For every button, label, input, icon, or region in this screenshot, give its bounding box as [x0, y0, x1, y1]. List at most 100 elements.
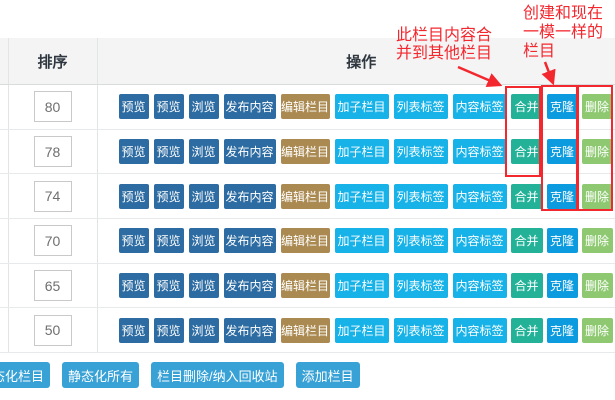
publish-content-button[interactable]: 发布内容 [223, 139, 276, 165]
add-subcategory-button[interactable]: 加子栏目 [334, 228, 389, 254]
sort-input[interactable] [33, 180, 72, 212]
row-left-cell [0, 307, 9, 354]
column-header-actions: 操作 [97, 38, 615, 85]
delete-button[interactable]: 删除 [581, 317, 613, 343]
preview-button[interactable]: 预览 [153, 317, 184, 343]
sort-cell [8, 263, 98, 309]
delete-button[interactable]: 删除 [581, 183, 613, 209]
sort-input[interactable] [33, 225, 72, 257]
edit-category-button[interactable]: 编辑栏目 [280, 273, 330, 299]
preview-button[interactable]: 预览 [118, 139, 149, 165]
edit-category-button[interactable]: 编辑栏目 [280, 183, 330, 209]
edit-category-button[interactable]: 编辑栏目 [280, 94, 330, 120]
list-tags-button[interactable]: 列表标签 [393, 273, 448, 299]
actions-cell: 预览 预览 浏览 发布内容 编辑栏目 加子栏目 列表标签 内容标签 合并 克隆 删除 [97, 263, 615, 309]
row-left-cell [0, 173, 9, 220]
actions-cell: 预览 预览 浏览 发布内容 编辑栏目 加子栏目 列表标签 内容标签 合并 克隆 删除 [97, 173, 615, 220]
sort-input[interactable] [33, 270, 72, 302]
content-tags-button[interactable]: 内容标签 [452, 94, 507, 120]
row-left-cell [0, 129, 9, 175]
delete-button[interactable]: 删除 [581, 273, 613, 299]
browse-button[interactable]: 浏览 [188, 228, 219, 254]
merge-button[interactable]: 合并 [510, 317, 543, 343]
content-tags-button[interactable]: 内容标签 [452, 228, 507, 254]
sort-cell [8, 218, 98, 264]
actions-cell: 预览 预览 浏览 发布内容 编辑栏目 加子栏目 列表标签 内容标签 合并 克隆 删除 [97, 84, 615, 130]
preview-button[interactable]: 预览 [118, 94, 149, 120]
merge-button[interactable]: 合并 [510, 273, 543, 299]
delete-button[interactable]: 删除 [581, 228, 613, 254]
row-left-cell [0, 263, 9, 309]
add-subcategory-button[interactable]: 加子栏目 [334, 273, 389, 299]
edit-category-button[interactable]: 编辑栏目 [280, 228, 330, 254]
add-category-button[interactable]: 添加栏目 [295, 362, 360, 388]
browse-button[interactable]: 浏览 [188, 139, 219, 165]
preview-button[interactable]: 预览 [153, 94, 184, 120]
actions-cell: 预览 预览 浏览 发布内容 编辑栏目 加子栏目 列表标签 内容标签 合并 克隆 删除 [97, 218, 615, 264]
content-tags-button[interactable]: 内容标签 [452, 273, 507, 299]
sort-input[interactable] [33, 314, 72, 346]
content-tags-button[interactable]: 内容标签 [452, 183, 507, 209]
actions-cell: 预览 预览 浏览 发布内容 编辑栏目 加子栏目 列表标签 内容标签 合并 克隆 删除 [97, 129, 615, 175]
preview-button[interactable]: 预览 [153, 183, 184, 209]
merge-button[interactable]: 合并 [510, 228, 543, 254]
preview-button[interactable]: 预览 [153, 228, 184, 254]
list-tags-button[interactable]: 列表标签 [393, 228, 448, 254]
publish-content-button[interactable]: 发布内容 [223, 317, 276, 343]
content-tags-button[interactable]: 内容标签 [452, 139, 507, 165]
preview-button[interactable]: 预览 [118, 183, 149, 209]
list-tags-button[interactable]: 列表标签 [393, 317, 448, 343]
publish-content-button[interactable]: 发布内容 [223, 94, 276, 120]
browse-button[interactable]: 浏览 [188, 183, 219, 209]
clone-button[interactable]: 克隆 [546, 139, 578, 165]
clone-button[interactable]: 克隆 [546, 273, 578, 299]
delete-recycle-button[interactable]: 栏目删除/纳入回收站 [151, 362, 284, 388]
list-tags-button[interactable]: 列表标签 [393, 94, 448, 120]
add-subcategory-button[interactable]: 加子栏目 [334, 94, 389, 120]
sort-cell [8, 173, 98, 220]
publish-content-button[interactable]: 发布内容 [223, 183, 276, 209]
table-header-row: 排序 操作 [0, 38, 615, 85]
add-subcategory-button[interactable]: 加子栏目 [334, 317, 389, 343]
static-category-button[interactable]: 态化栏目 [0, 362, 51, 388]
list-tags-button[interactable]: 列表标签 [393, 139, 448, 165]
merge-button[interactable]: 合并 [510, 139, 543, 165]
sort-input[interactable] [33, 91, 72, 123]
preview-button[interactable]: 预览 [118, 228, 149, 254]
preview-button[interactable]: 预览 [153, 139, 184, 165]
browse-button[interactable]: 浏览 [188, 273, 219, 299]
actions-cell: 预览 预览 浏览 发布内容 编辑栏目 加子栏目 列表标签 内容标签 合并 克隆 删除 [97, 307, 615, 354]
list-tags-button[interactable]: 列表标签 [393, 183, 448, 209]
category-table: 排序 操作 预览预览浏览发布内容编辑栏目加子栏目列表标签内容标签合并克隆删除预览… [0, 38, 615, 354]
clone-button[interactable]: 克隆 [546, 228, 578, 254]
clone-button[interactable]: 克隆 [546, 94, 578, 120]
sort-cell [8, 307, 98, 354]
edit-category-button[interactable]: 编辑栏目 [280, 139, 330, 165]
content-tags-button[interactable]: 内容标签 [452, 317, 507, 343]
add-subcategory-button[interactable]: 加子栏目 [334, 183, 389, 209]
merge-button[interactable]: 合并 [510, 183, 543, 209]
clone-button[interactable]: 克隆 [546, 183, 578, 209]
column-header-sort: 排序 [8, 38, 98, 85]
merge-button[interactable]: 合并 [510, 94, 543, 120]
clone-button[interactable]: 克隆 [546, 317, 578, 343]
edit-category-button[interactable]: 编辑栏目 [280, 317, 330, 343]
add-subcategory-button[interactable]: 加子栏目 [334, 139, 389, 165]
delete-button[interactable]: 删除 [581, 139, 613, 165]
browse-button[interactable]: 浏览 [188, 94, 219, 120]
delete-button[interactable]: 删除 [581, 94, 613, 120]
preview-button[interactable]: 预览 [118, 273, 149, 299]
publish-content-button[interactable]: 发布内容 [223, 273, 276, 299]
static-all-button[interactable]: 静态化所有 [62, 362, 140, 388]
browse-button[interactable]: 浏览 [188, 317, 219, 343]
sort-input[interactable] [33, 136, 72, 168]
preview-button[interactable]: 预览 [153, 273, 184, 299]
preview-button[interactable]: 预览 [118, 317, 149, 343]
publish-content-button[interactable]: 发布内容 [223, 228, 276, 254]
